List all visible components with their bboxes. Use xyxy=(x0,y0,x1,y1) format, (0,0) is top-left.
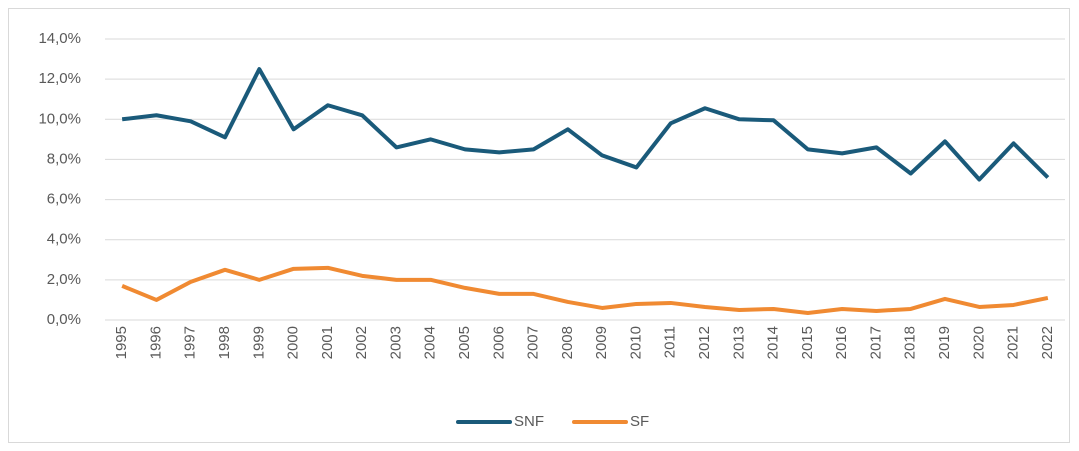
chart-border xyxy=(8,8,1070,443)
x-tick-label: 1999 xyxy=(250,326,267,359)
x-tick-label: 1997 xyxy=(182,326,199,359)
legend-label: SF xyxy=(630,413,649,430)
y-tick-label: 2,0% xyxy=(47,271,81,288)
x-tick-label: 2005 xyxy=(456,326,473,359)
x-tick-label: 2019 xyxy=(936,326,953,359)
y-tick-label: 0,0% xyxy=(47,311,81,328)
x-tick-label: 2007 xyxy=(525,326,542,359)
y-tick-label: 14,0% xyxy=(38,30,81,47)
x-tick-label: 2004 xyxy=(422,326,439,359)
x-tick-label: 2014 xyxy=(765,326,782,359)
y-tick-label: 4,0% xyxy=(47,231,81,248)
x-tick-label: 2020 xyxy=(970,326,987,359)
y-tick-label: 12,0% xyxy=(38,70,81,87)
x-tick-label: 1998 xyxy=(216,326,233,359)
x-tick-label: 2006 xyxy=(490,326,507,359)
legend-label: SNF xyxy=(514,413,544,430)
x-tick-label: 2022 xyxy=(1039,326,1056,359)
series-line xyxy=(121,67,1050,182)
x-tick-label: 2003 xyxy=(387,326,404,359)
x-tick-label: 2010 xyxy=(627,326,644,359)
x-tick-label: 2017 xyxy=(867,326,884,359)
x-tick-label: 2000 xyxy=(285,326,302,359)
x-tick-label: 2011 xyxy=(662,326,679,358)
x-tick-label: 2008 xyxy=(559,326,576,359)
x-tick-label: 2021 xyxy=(1005,326,1022,359)
x-tick-label: 1995 xyxy=(113,326,130,359)
x-tick-label: 2018 xyxy=(902,326,919,359)
x-tick-label: 2009 xyxy=(593,326,610,359)
y-tick-label: 8,0% xyxy=(47,150,81,167)
series-line xyxy=(121,265,1049,315)
x-tick-label: 2013 xyxy=(730,326,747,359)
x-tick-label: 2012 xyxy=(696,326,713,359)
y-tick-label: 10,0% xyxy=(38,110,81,127)
x-tick-label: 2015 xyxy=(799,326,816,359)
x-tick-label: 2002 xyxy=(353,326,370,359)
x-tick-label: 1996 xyxy=(147,326,164,359)
x-tick-label: 2001 xyxy=(319,326,336,359)
x-tick-label: 2016 xyxy=(833,326,850,359)
y-tick-label: 6,0% xyxy=(47,191,81,208)
